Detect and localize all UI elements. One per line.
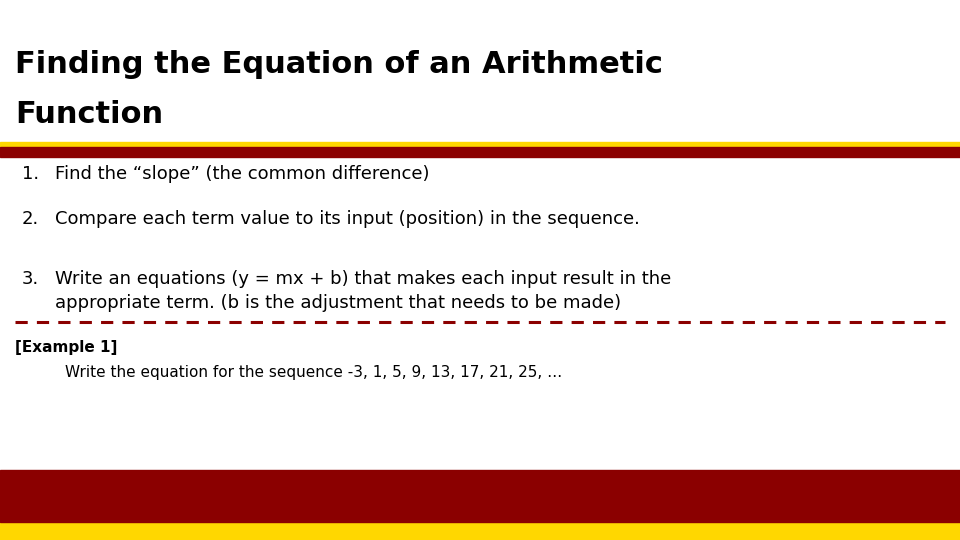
Text: 3.: 3. — [22, 270, 39, 288]
Text: Finding the Equation of an Arithmetic: Finding the Equation of an Arithmetic — [15, 50, 662, 79]
Text: [Example 1]: [Example 1] — [15, 340, 117, 355]
Bar — [0, 147, 960, 157]
Text: Find the “slope” (the common difference): Find the “slope” (the common difference) — [55, 165, 429, 183]
Bar — [0, 142, 960, 147]
Bar — [0, 522, 960, 540]
Text: Function: Function — [15, 100, 163, 129]
Bar — [0, 470, 960, 522]
Text: 1.: 1. — [22, 165, 39, 183]
Text: Write an equations (y = mx + b) that makes each input result in the
appropriate : Write an equations (y = mx + b) that mak… — [55, 270, 671, 312]
Text: 2.: 2. — [22, 210, 39, 228]
Text: Compare each term value to its input (position) in the sequence.: Compare each term value to its input (po… — [55, 210, 640, 228]
Text: Write the equation for the sequence -3, 1, 5, 9, 13, 17, 21, 25, …: Write the equation for the sequence -3, … — [65, 365, 563, 380]
